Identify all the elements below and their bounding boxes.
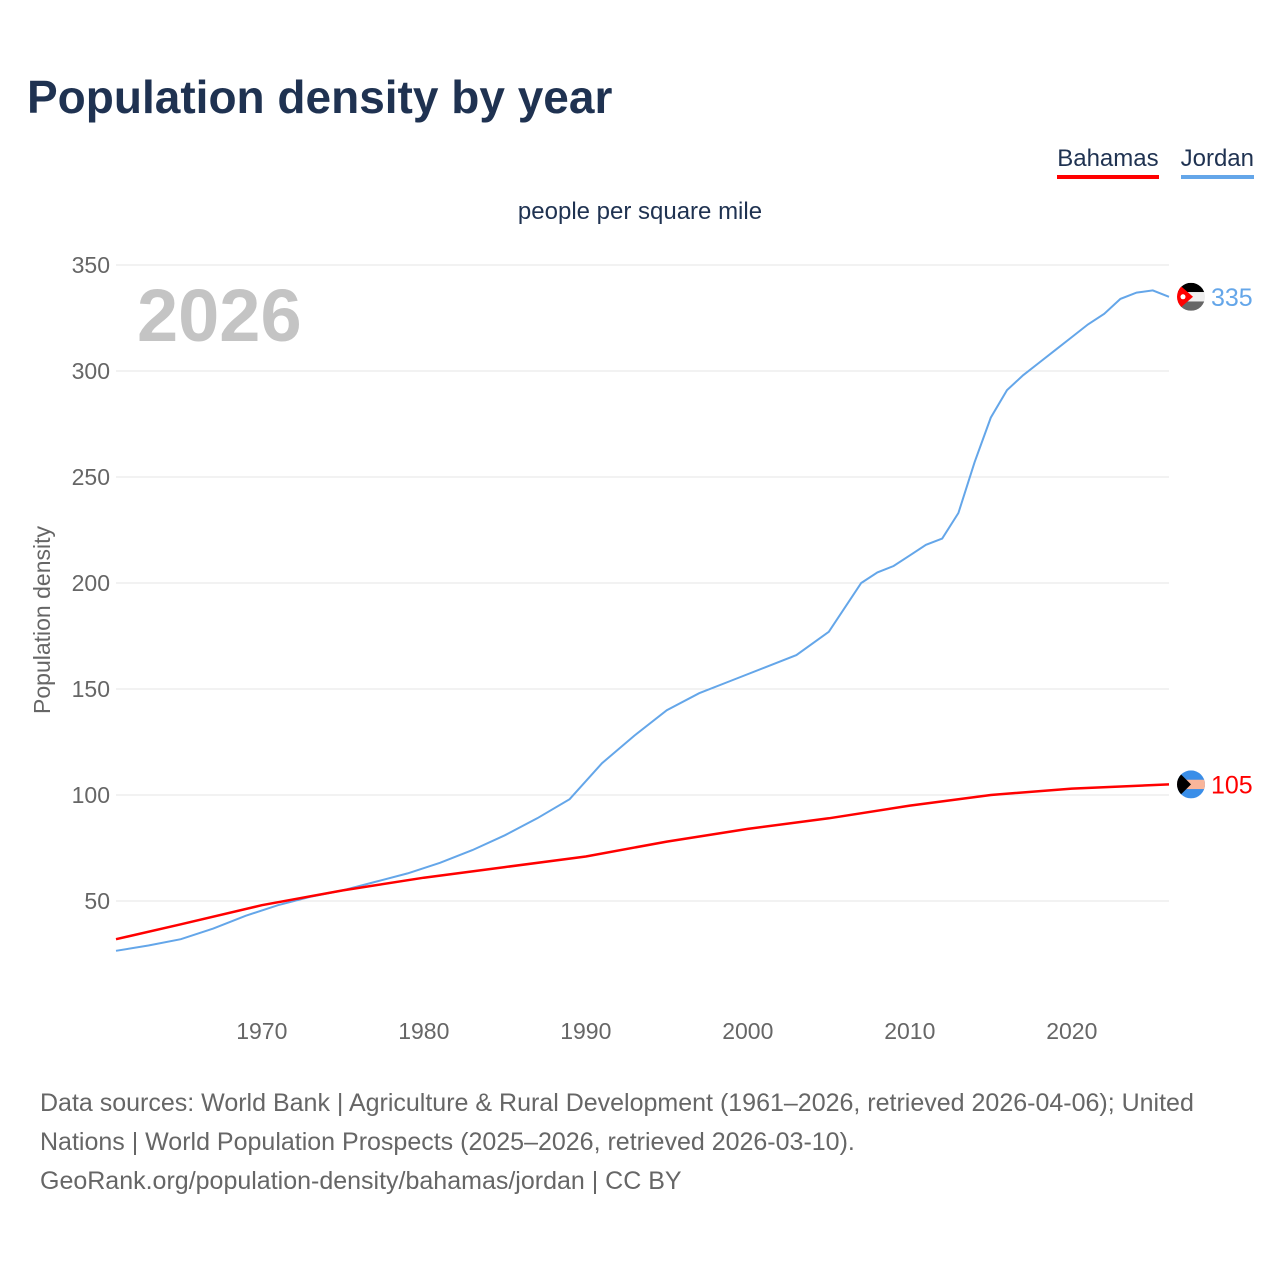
y-tick-label: 250 — [72, 464, 110, 490]
legend-bahamas[interactable]: Bahamas — [1057, 145, 1159, 179]
end-label-bahamas: 105 — [1211, 771, 1253, 799]
x-tick-label: 1980 — [398, 1018, 449, 1044]
y-tick-label: 350 — [72, 252, 110, 278]
chart-subtitle: people per square mile — [517, 198, 763, 225]
y-tick-label: 200 — [72, 570, 110, 596]
y-axis-label: Population density — [29, 526, 55, 714]
legend-jordan[interactable]: Jordan — [1180, 145, 1254, 179]
y-tick-label: 50 — [84, 888, 110, 914]
x-tick-label: 2000 — [722, 1018, 773, 1044]
y-tick-label: 100 — [72, 782, 110, 808]
x-tick-label: 2020 — [1046, 1018, 1097, 1044]
source-note: Data sources: World Bank | Agriculture &… — [40, 1084, 1250, 1201]
x-tick-label: 1990 — [560, 1018, 611, 1044]
source-link[interactable]: GeoRank.org/population-density/bahamas/j… — [40, 1167, 682, 1195]
x-tick-label: 2010 — [884, 1018, 935, 1044]
end-label-jordan: 335 — [1211, 284, 1253, 312]
x-tick-label: 1970 — [236, 1018, 287, 1044]
legend: Bahamas Jordan — [1057, 145, 1254, 179]
y-tick-label: 300 — [72, 358, 110, 384]
chart-title: Population density by year — [27, 71, 613, 123]
series-line-bahamas — [115, 783, 1170, 941]
source-line: Data sources: World Bank | Agriculture &… — [40, 1089, 1194, 1156]
y-tick-label: 150 — [72, 676, 110, 702]
flag-jordan-graphic — [1177, 282, 1205, 311]
series-line-jordan — [115, 289, 1170, 952]
flag-bahamas-graphic — [1177, 770, 1205, 799]
year-watermark: 2026 — [137, 274, 302, 357]
